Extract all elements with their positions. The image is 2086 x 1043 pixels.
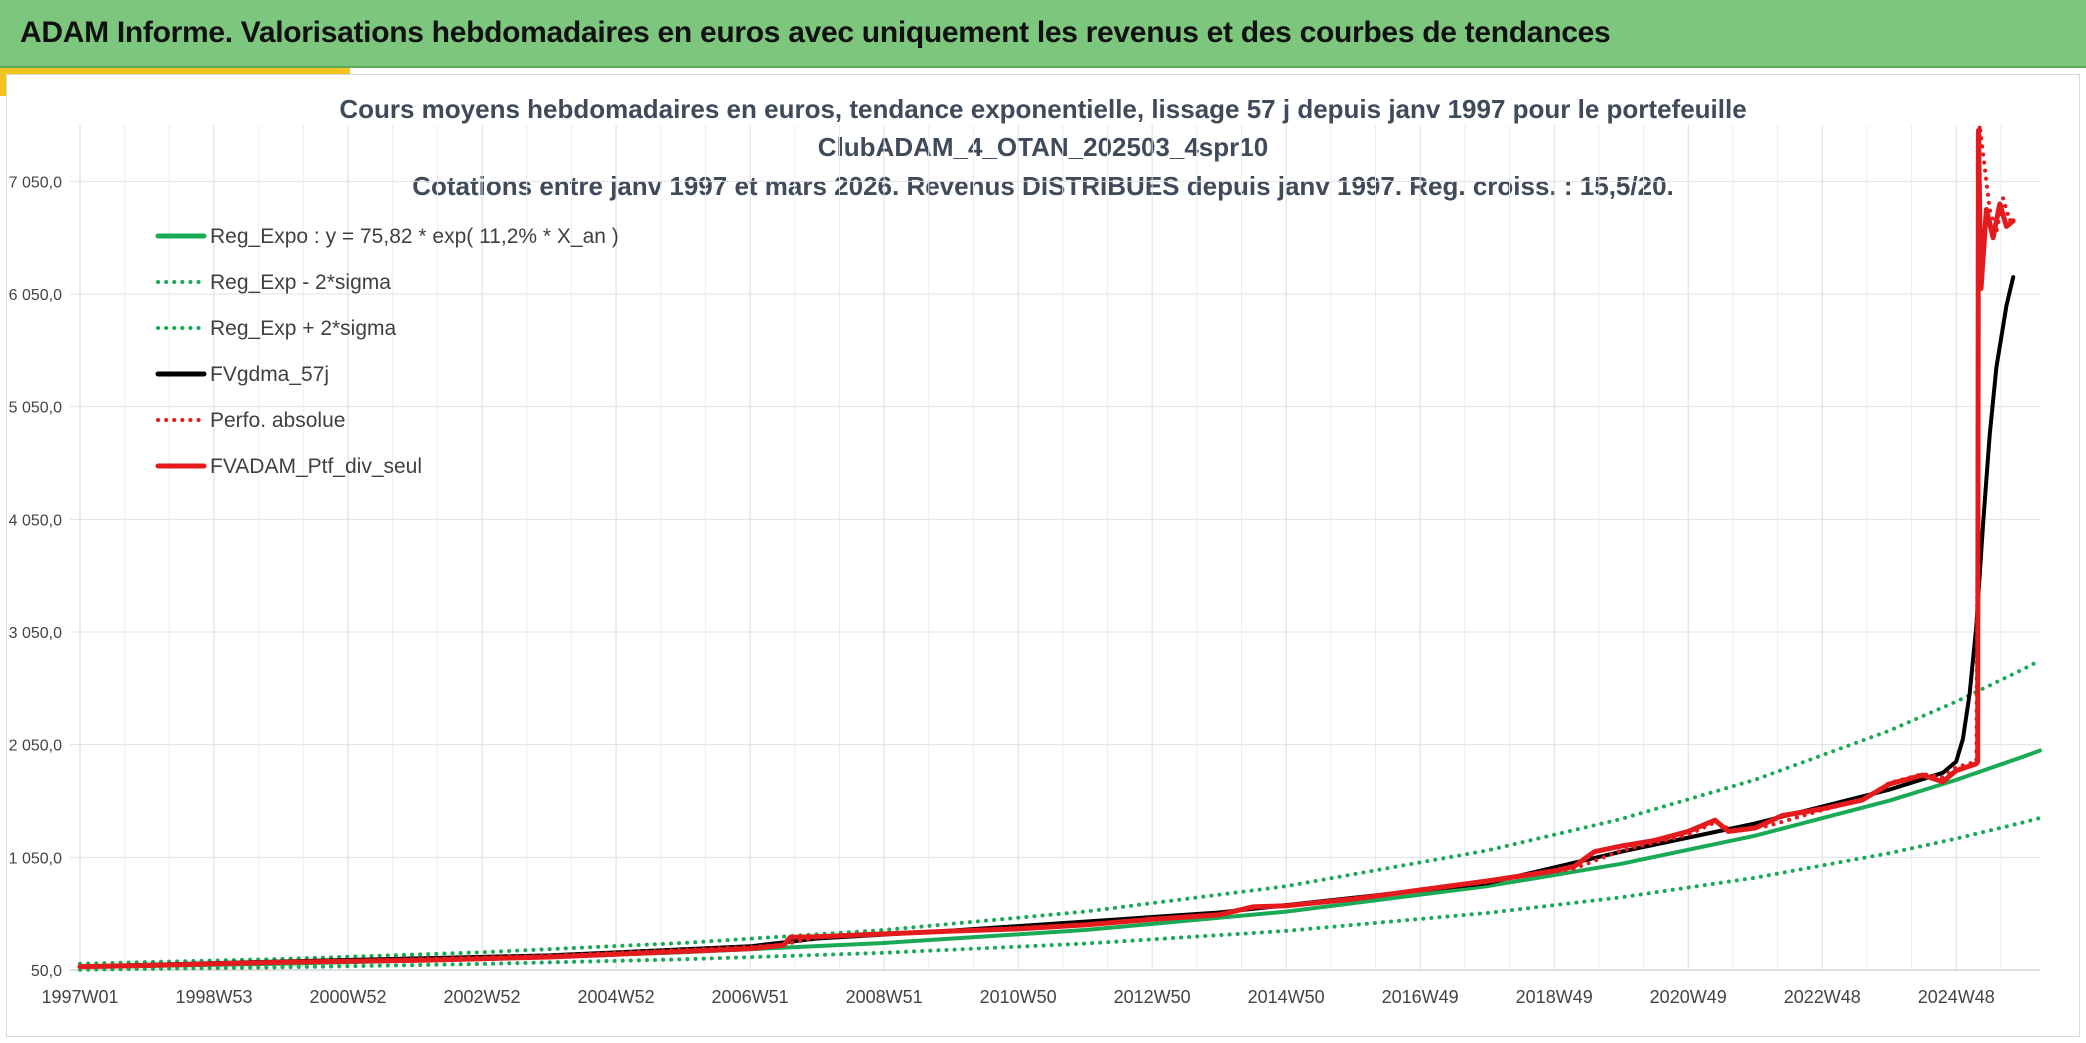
accent-bar-top xyxy=(0,68,350,74)
y-tick-label: 3 050,0 xyxy=(9,625,62,642)
x-tick-label: 2022W48 xyxy=(1784,987,1861,1007)
x-tick-label: 2018W49 xyxy=(1516,987,1593,1007)
legend-label: Reg_Exp + 2*sigma xyxy=(210,317,397,340)
x-tick-label: 2008W51 xyxy=(846,987,923,1007)
x-tick-label: 1997W01 xyxy=(41,987,118,1007)
grid-lines xyxy=(70,125,2040,971)
series-line xyxy=(78,275,2016,969)
page-title: ADAM Informe. Valorisations hebdomadaire… xyxy=(20,16,1611,49)
y-tick-label: 50,0 xyxy=(31,963,62,980)
series-line xyxy=(77,128,2016,970)
y-tick-label: 4 050,0 xyxy=(9,512,62,529)
x-tick-label: 2024W48 xyxy=(1918,987,1995,1007)
x-tick-label: 2004W52 xyxy=(578,987,655,1007)
x-tick-label: 2012W50 xyxy=(1114,987,1191,1007)
x-tick-label: 2002W52 xyxy=(444,987,521,1007)
x-tick-label: 2020W49 xyxy=(1650,987,1727,1007)
x-tick-label: 1998W53 xyxy=(175,987,252,1007)
chart-frame xyxy=(6,74,2080,1037)
legend-label: Reg_Expo : y = 75,82 * exp( 11,2% * X_an… xyxy=(210,225,619,248)
chart-title-line-2: ClubADAM_4_OTAN_202503_4spr10 xyxy=(817,132,1269,162)
x-tick-label: 2000W52 xyxy=(310,987,387,1007)
x-tick-label: 2016W49 xyxy=(1382,987,1459,1007)
y-tick-label: 7 050,0 xyxy=(9,174,62,191)
legend-label: FVADAM_Ptf_div_seul xyxy=(210,455,422,478)
x-tick-label: 2006W51 xyxy=(712,987,789,1007)
y-tick-label: 2 050,0 xyxy=(9,738,62,755)
y-tick-label: 1 050,0 xyxy=(9,850,62,867)
series-line xyxy=(78,658,2042,966)
legend-label: Perfo. absolue xyxy=(210,409,345,432)
legend-label: FVgdma_57j xyxy=(210,363,329,386)
x-tick-label: 2014W50 xyxy=(1248,987,1325,1007)
chart-title-line-3: Cotations entre janv 1997 et mars 2026. … xyxy=(412,171,1674,201)
legend: Reg_Expo : y = 75,82 * exp( 11,2% * X_an… xyxy=(155,225,619,478)
y-tick-label: 6 050,0 xyxy=(9,287,62,304)
accent-bar-left xyxy=(0,68,6,96)
chart-title-line-1: Cours moyens hebdomadaires en euros, ten… xyxy=(339,94,1747,124)
axis-labels: 50,0 1 050,0 2 050,0 3 050,0 4 050,0 5 050,0 6… xyxy=(9,174,1995,1007)
series-line xyxy=(78,748,2042,970)
x-tick-label: 2010W50 xyxy=(980,987,1057,1007)
y-tick-label: 5 050,0 xyxy=(9,400,62,417)
legend-label: Reg_Exp - 2*sigma xyxy=(210,271,391,294)
series-layer xyxy=(77,123,2042,972)
header-banner: ADAM Informe. Valorisations hebdomadaire… xyxy=(0,0,2086,68)
series-line xyxy=(78,816,2042,972)
